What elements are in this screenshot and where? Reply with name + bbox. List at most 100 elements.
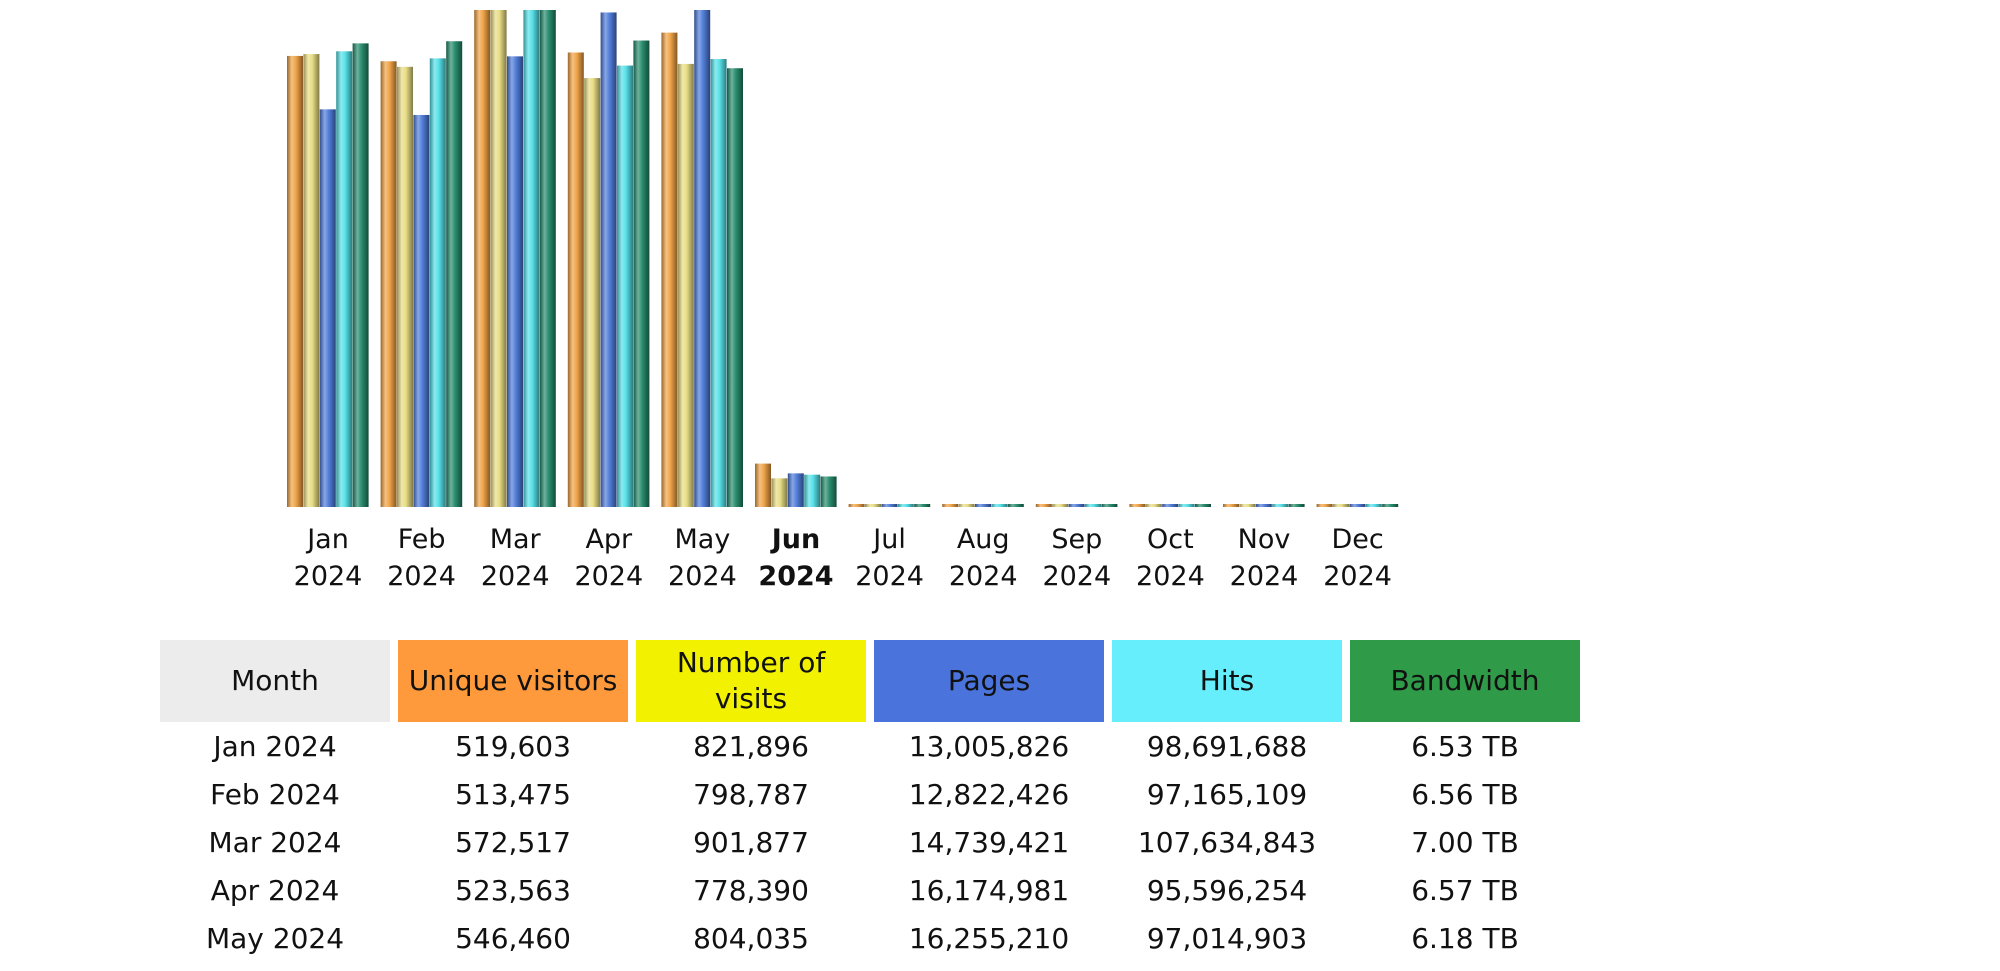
bar-hits-mar [523,10,540,507]
bar-number-of-visits-aug [958,504,975,507]
cell-pages: 16,174,981 [908,873,1070,907]
x-tick-year: 2024 [1323,561,1392,592]
cell-unique-visitors: 546,460 [455,921,571,955]
header-hits: Hits [1112,640,1342,722]
bar-number-of-visits-may [677,63,694,507]
x-tick-month: Sep [1051,524,1102,555]
x-tick-month: Jul [871,524,906,555]
bar-bandwidth-oct [1195,504,1211,507]
bar-pages-oct [1162,504,1179,507]
bar-unique-visitors-nov [1223,504,1239,507]
header-number-of-visits: Number of visits [636,640,866,722]
x-tick-year: 2024 [1136,561,1205,592]
bar-hits-sep [1085,504,1101,507]
x-tick-month: Jun [770,524,821,555]
bar-hits-apr [617,65,633,507]
cell-hits: 97,165,109 [1146,777,1308,811]
bar-unique-visitors-dec [1316,504,1333,507]
bar-bandwidth-may [727,68,743,507]
header-bandwidth: Bandwidth [1350,640,1580,722]
cell-pages: 14,739,421 [908,825,1070,859]
bar-pages-sep [1068,504,1085,507]
cell-hits: 107,634,843 [1137,825,1317,859]
bar-unique-visitors-jun [755,463,771,507]
x-tick-year: 2024 [294,561,363,592]
cell-month: Jan 2024 [213,729,337,763]
cell-hits: 97,014,903 [1146,921,1308,955]
bar-pages-jul [881,504,898,507]
bar-unique-visitors-mar [474,10,491,507]
bar-pages-jan [319,109,336,507]
table-row: May 2024 546,460 804,035 16,255,210 97,014,9… [160,914,1580,962]
bar-hits-oct [1178,504,1195,507]
bar-hits-dec [1365,504,1382,507]
bar-unique-visitors-oct [1129,504,1146,507]
cell-hits: 98,691,688 [1146,729,1308,763]
x-tick-month: Apr [585,524,633,555]
x-tick-month: Dec [1331,524,1383,555]
cell-bandwidth: 6.57 TB [1411,873,1519,907]
bar-number-of-visits-sep [1052,504,1069,507]
bar-unique-visitors-jul [848,504,865,507]
bar-hits-feb [429,58,446,507]
cell-month: May 2024 [205,921,345,955]
table-body: Jan 2024 519,603 821,896 13,005,826 98,691,6… [160,722,1580,962]
x-tick-year: 2024 [949,561,1018,592]
x-tick-year: 2024 [574,561,643,592]
x-tick-year: 2024 [1230,561,1299,592]
header-pages: Pages [874,640,1104,722]
x-tick-month: Oct [1147,524,1194,555]
bar-pages-apr [600,12,617,508]
bar-unique-visitors-may [661,32,678,507]
header-month: Month [160,640,390,722]
cell-month: Apr 2024 [210,873,340,907]
bar-pages-dec [1349,504,1366,507]
cell-unique-visitors: 523,563 [455,873,571,907]
x-tick-month: Feb [398,524,446,555]
bar-bandwidth-jun [820,476,837,507]
cell-number-of-visits: 804,035 [693,921,809,955]
cell-month: Feb 2024 [210,777,340,811]
header-unique-visitors: Unique visitors [398,640,628,722]
cell-bandwidth: 7.00 TB [1411,825,1519,859]
cell-pages: 16,255,210 [908,921,1070,955]
x-tick-month: Jan [305,524,349,555]
bar-number-of-visits-dec [1333,504,1349,507]
cell-number-of-visits: 821,896 [693,729,809,763]
x-tick-year: 2024 [1042,561,1111,592]
bar-bandwidth-aug [1007,504,1024,507]
bar-number-of-visits-jun [771,478,788,507]
bar-hits-jan [336,51,353,507]
cell-month: Mar 2024 [208,825,342,859]
bar-number-of-visits-mar [490,10,507,507]
bar-unique-visitors-feb [380,61,397,508]
bar-hits-jun [804,474,821,507]
bar-pages-may [694,10,711,507]
cell-number-of-visits: 901,877 [693,825,809,859]
chart-svg: Jan 2024 Feb 2024 Mar 2024 Apr 2024 May 2024 Jun 20… [287,10,1399,592]
x-tick-year: 2024 [387,561,456,592]
x-tick-year: 2024 [855,561,924,592]
table-row: Mar 2024 572,517 901,877 14,739,421 107,634,… [160,818,1580,866]
bar-bandwidth-jul [914,504,931,507]
x-tick-month: May [674,524,730,555]
cell-bandwidth: 6.56 TB [1411,777,1519,811]
x-tick-year: 2024 [758,561,833,592]
bar-number-of-visits-jul [865,504,881,507]
bar-bandwidth-jan [352,43,369,508]
cell-unique-visitors: 519,603 [455,729,571,763]
bar-pages-nov [1255,504,1272,507]
bar-hits-nov [1272,504,1289,507]
bar-unique-visitors-aug [942,504,959,507]
x-tick-month: Nov [1238,524,1291,555]
monthly-history-chart: Jan 2024 Feb 2024 Mar 2024 Apr 2024 May 2024 Jun 20… [287,10,1399,592]
bar-number-of-visits-apr [584,78,601,507]
cell-bandwidth: 6.53 TB [1411,729,1519,763]
bar-bandwidth-nov [1288,504,1305,507]
bar-bandwidth-sep [1101,504,1118,507]
table-row: Apr 2024 523,563 778,390 16,174,981 95,596,2… [160,866,1580,914]
cell-bandwidth: 6.18 TB [1411,921,1519,955]
cell-pages: 13,005,826 [908,729,1070,763]
cell-number-of-visits: 798,787 [693,777,809,811]
x-tick-month: Aug [957,524,1010,555]
